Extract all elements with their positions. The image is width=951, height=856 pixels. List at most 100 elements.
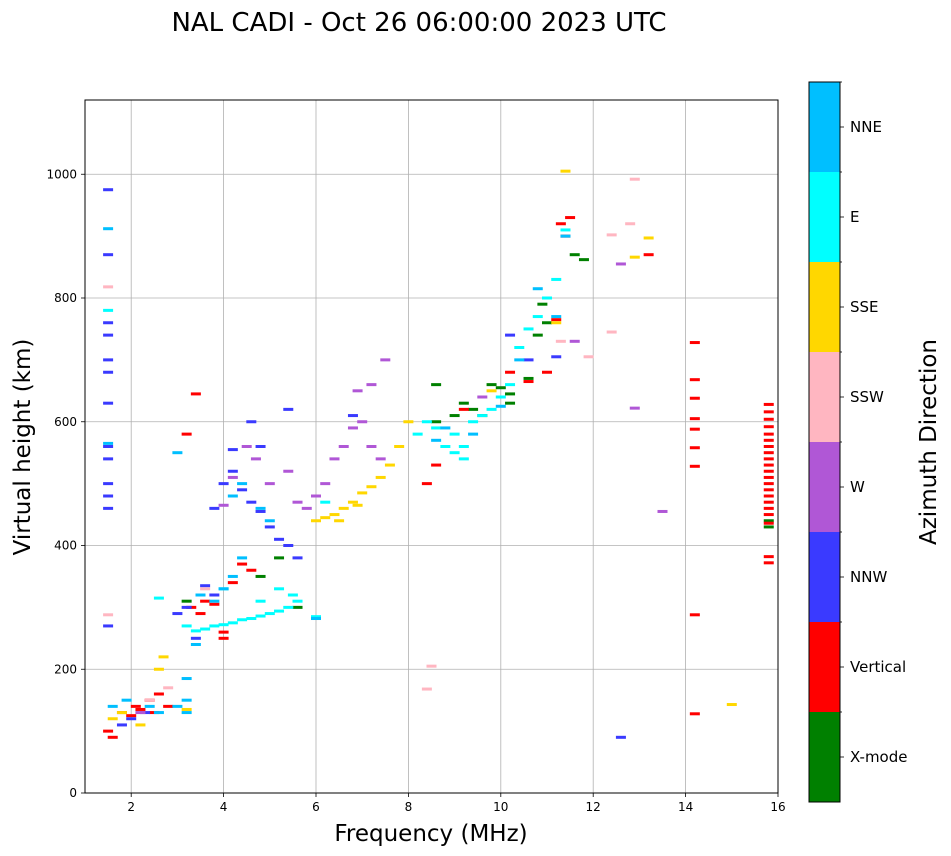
data-point-e bbox=[495, 395, 506, 399]
data-point-x-mode bbox=[505, 392, 516, 396]
data-point-w bbox=[241, 445, 252, 448]
data-point-vertical bbox=[689, 417, 700, 421]
colorbar-tick-label: E bbox=[850, 208, 859, 226]
data-point-vertical bbox=[689, 464, 700, 468]
data-point-nnw bbox=[264, 525, 275, 529]
data-point-sse bbox=[375, 475, 386, 479]
data-point-sse bbox=[643, 236, 654, 240]
data-point-nne bbox=[227, 494, 238, 498]
data-point-e bbox=[287, 593, 298, 597]
colorbar-tick-label: SSE bbox=[850, 298, 879, 316]
data-point-nne bbox=[514, 358, 525, 362]
data-point-w bbox=[283, 469, 294, 473]
data-point-w bbox=[338, 445, 349, 448]
data-point-nnw bbox=[103, 253, 114, 257]
data-point-nnw bbox=[292, 556, 303, 560]
data-point-x-mode bbox=[763, 525, 774, 529]
data-point-nne bbox=[218, 587, 229, 591]
data-point-vertical bbox=[421, 482, 432, 486]
colorbar-swatch-nne bbox=[809, 82, 840, 172]
data-point-vertical bbox=[153, 692, 164, 696]
data-point-e bbox=[200, 627, 211, 631]
data-point-ssw bbox=[426, 664, 437, 668]
colorbar-swatch-w bbox=[809, 442, 840, 532]
data-point-nnw bbox=[172, 612, 183, 616]
data-point-x-mode bbox=[449, 414, 460, 418]
data-point-nnw bbox=[103, 457, 114, 461]
data-point-e bbox=[458, 445, 469, 448]
data-point-nne bbox=[209, 599, 220, 603]
data-point-w bbox=[227, 475, 238, 479]
data-points bbox=[103, 169, 774, 739]
data-point-vertical bbox=[195, 612, 206, 616]
data-point-sse bbox=[135, 723, 146, 727]
chart-title: NAL CADI - Oct 26 06:00:00 2023 UTC bbox=[171, 8, 666, 38]
data-point-w bbox=[366, 445, 377, 448]
data-point-e bbox=[283, 605, 294, 609]
data-point-sse bbox=[311, 519, 321, 523]
x-axis-label: Frequency (MHz) bbox=[334, 821, 527, 847]
data-point-nne bbox=[153, 711, 164, 715]
data-point-e bbox=[237, 618, 248, 622]
data-point-vertical bbox=[763, 417, 774, 421]
data-point-vertical bbox=[763, 438, 774, 442]
data-point-ssw bbox=[103, 285, 114, 289]
data-point-vertical bbox=[763, 410, 774, 414]
data-point-ssw bbox=[421, 687, 432, 691]
data-point-ssw bbox=[625, 222, 636, 226]
data-point-nne bbox=[440, 426, 451, 430]
colorbar-tick-label: SSW bbox=[850, 388, 884, 406]
data-point-e bbox=[264, 612, 275, 616]
data-point-vertical bbox=[763, 482, 774, 486]
data-point-nne bbox=[255, 506, 266, 510]
data-point-nne bbox=[264, 519, 275, 523]
colorbar-swatch-ssw bbox=[809, 352, 840, 442]
y-tick-label: 600 bbox=[54, 415, 77, 429]
data-point-nne bbox=[560, 234, 571, 238]
data-point-w bbox=[135, 711, 146, 715]
data-point-vertical bbox=[763, 513, 774, 517]
data-point-vertical bbox=[200, 599, 211, 603]
data-point-nne bbox=[431, 438, 442, 442]
data-point-vertical bbox=[689, 396, 700, 400]
data-point-e bbox=[449, 432, 460, 436]
data-point-e bbox=[209, 624, 220, 628]
data-point-nnw bbox=[274, 537, 285, 541]
data-point-e bbox=[103, 308, 114, 312]
colorbar-swatch-e bbox=[809, 172, 840, 262]
data-point-vertical bbox=[431, 463, 442, 467]
data-point-vertical bbox=[763, 555, 774, 559]
data-point-w bbox=[366, 383, 377, 387]
data-point-w bbox=[375, 457, 386, 461]
data-point-nnw bbox=[227, 448, 238, 452]
data-point-vertical bbox=[130, 704, 141, 708]
data-point-nnw bbox=[218, 482, 229, 486]
data-point-sse bbox=[352, 503, 363, 507]
colorbar-label: Azimuth Direction bbox=[916, 339, 942, 545]
data-point-nne bbox=[121, 698, 132, 702]
data-point-nnw bbox=[615, 735, 626, 739]
data-point-e bbox=[421, 420, 432, 424]
x-tick-label: 8 bbox=[405, 800, 413, 814]
data-point-vertical bbox=[763, 425, 774, 429]
data-point-e bbox=[190, 629, 201, 633]
data-point-w bbox=[477, 395, 488, 399]
data-point-x-mode bbox=[486, 383, 497, 387]
x-tick-label: 16 bbox=[770, 800, 785, 814]
colorbar-tick-label: NNW bbox=[850, 568, 887, 586]
data-point-sse bbox=[338, 506, 349, 510]
data-point-nnw bbox=[103, 333, 114, 337]
data-point-sse bbox=[384, 463, 395, 467]
data-point-nnw bbox=[505, 333, 516, 337]
data-point-ssw bbox=[103, 613, 114, 617]
data-point-vertical bbox=[190, 392, 201, 396]
data-point-w bbox=[629, 406, 640, 410]
colorbar-tick-label: W bbox=[850, 478, 865, 496]
data-point-vertical bbox=[763, 500, 774, 504]
data-point-nne bbox=[103, 441, 114, 445]
data-point-vertical bbox=[458, 407, 469, 411]
data-point-e bbox=[274, 587, 285, 591]
data-point-vertical bbox=[227, 581, 238, 585]
data-point-w bbox=[329, 457, 340, 461]
data-point-vertical bbox=[237, 562, 248, 566]
